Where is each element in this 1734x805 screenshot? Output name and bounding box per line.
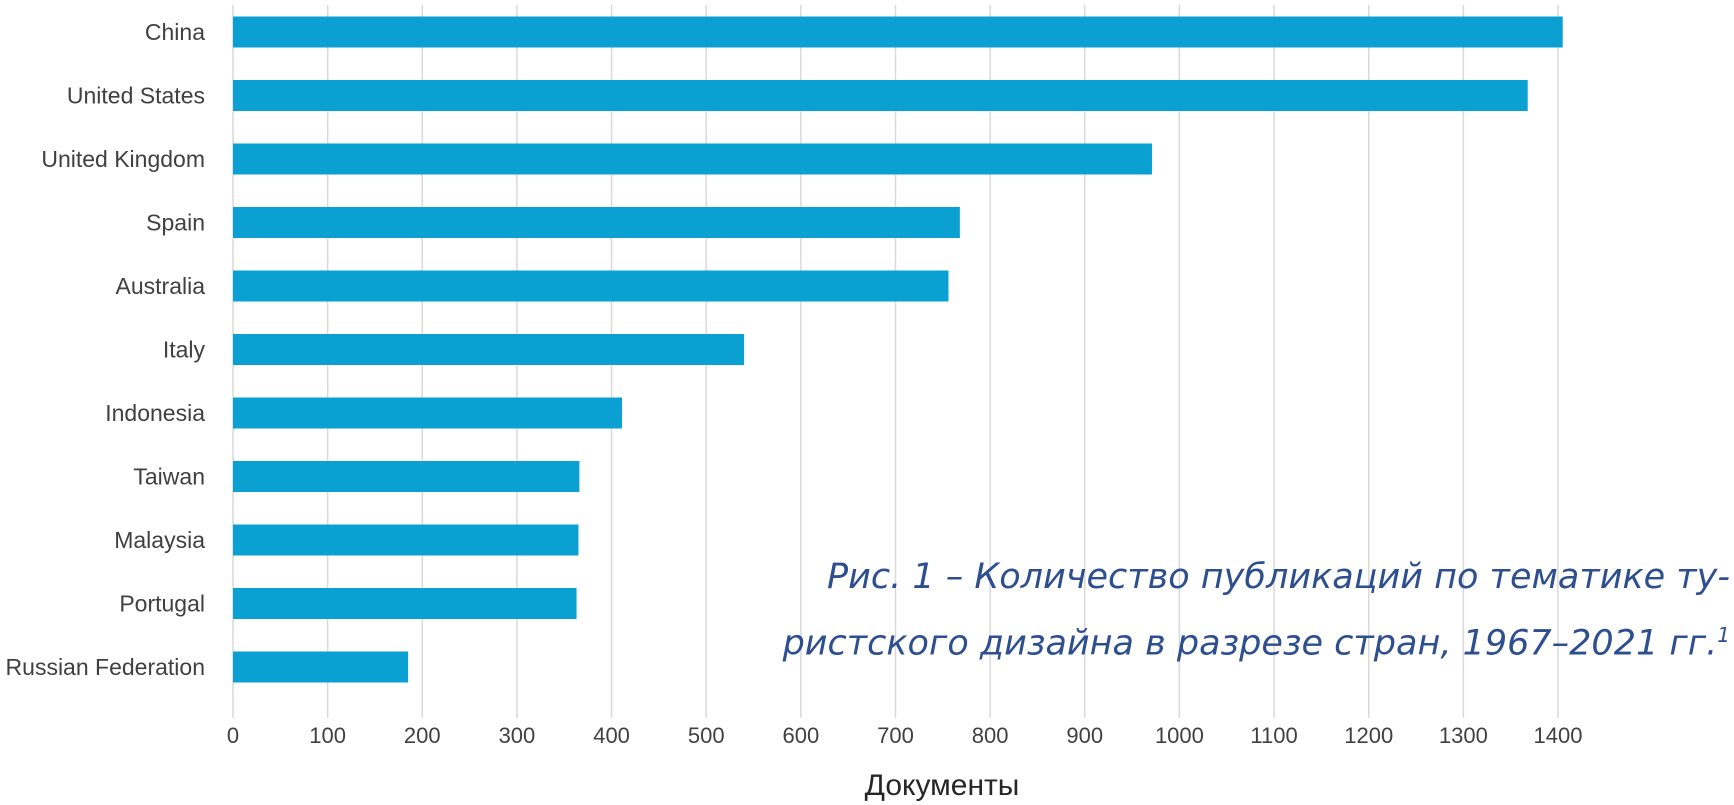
category-label: Indonesia	[105, 400, 205, 426]
bar-indonesia	[233, 397, 622, 429]
x-tick-label: 1300	[1439, 723, 1488, 748]
bar-malaysia	[233, 524, 579, 556]
category-label: United States	[67, 83, 205, 109]
x-tick-label: 1200	[1344, 723, 1393, 748]
bar-australia	[233, 270, 949, 302]
caption-line-2-text: ристского дизайна в разрезе стран, 1967–…	[782, 623, 1718, 664]
x-tick-label: 400	[593, 723, 630, 748]
category-label: Russian Federation	[6, 654, 205, 680]
category-label: Spain	[146, 210, 205, 236]
category-label: Italy	[163, 337, 206, 363]
x-axis-title: Документы	[865, 769, 1020, 802]
x-tick-label: 200	[404, 723, 441, 748]
bar-italy	[233, 334, 745, 365]
x-tick-label: 900	[1066, 723, 1103, 748]
bars	[233, 16, 1563, 683]
category-label: Portugal	[119, 591, 205, 617]
bar-taiwan	[233, 461, 580, 492]
figure-caption: Рис. 1 – Количество публикаций по темати…	[783, 548, 1730, 673]
category-label: Malaysia	[114, 527, 205, 553]
bar-china	[233, 16, 1563, 48]
x-tick-label: 700	[877, 723, 914, 748]
x-tick-label: 0	[227, 723, 239, 748]
x-tick-label: 300	[499, 723, 536, 748]
footnote-mark: 1	[1717, 623, 1730, 647]
caption-line-1: Рис. 1 – Количество публикаций по темати…	[827, 557, 1730, 597]
x-tick-label: 600	[782, 723, 819, 748]
x-tick-label: 100	[309, 723, 346, 748]
caption-line-2: ристского дизайна в разрезе стран, 1967–…	[783, 606, 1730, 673]
x-tick-label: 500	[688, 723, 725, 748]
bar-spain	[233, 207, 960, 238]
category-label: Australia	[116, 273, 206, 299]
category-label: China	[145, 19, 205, 45]
x-tick-labels: 0 100 200 300 400 500 600 700 800 900 1000 1100 1200…	[227, 723, 1583, 748]
x-tick-label: 1000	[1155, 723, 1204, 748]
x-tick-label: 800	[972, 723, 1009, 748]
category-label: Taiwan	[133, 464, 205, 490]
bar-russian-federation	[233, 651, 409, 683]
category-label: United Kingdom	[41, 146, 205, 172]
bar-portugal	[233, 588, 577, 619]
bar-united-states	[233, 80, 1528, 111]
bar-united-kingdom	[233, 143, 1152, 175]
x-tick-label: 1400	[1534, 723, 1583, 748]
category-labels: China United States United Kingdom Spain Aus…	[6, 19, 206, 680]
x-tick-label: 1100	[1250, 723, 1297, 748]
